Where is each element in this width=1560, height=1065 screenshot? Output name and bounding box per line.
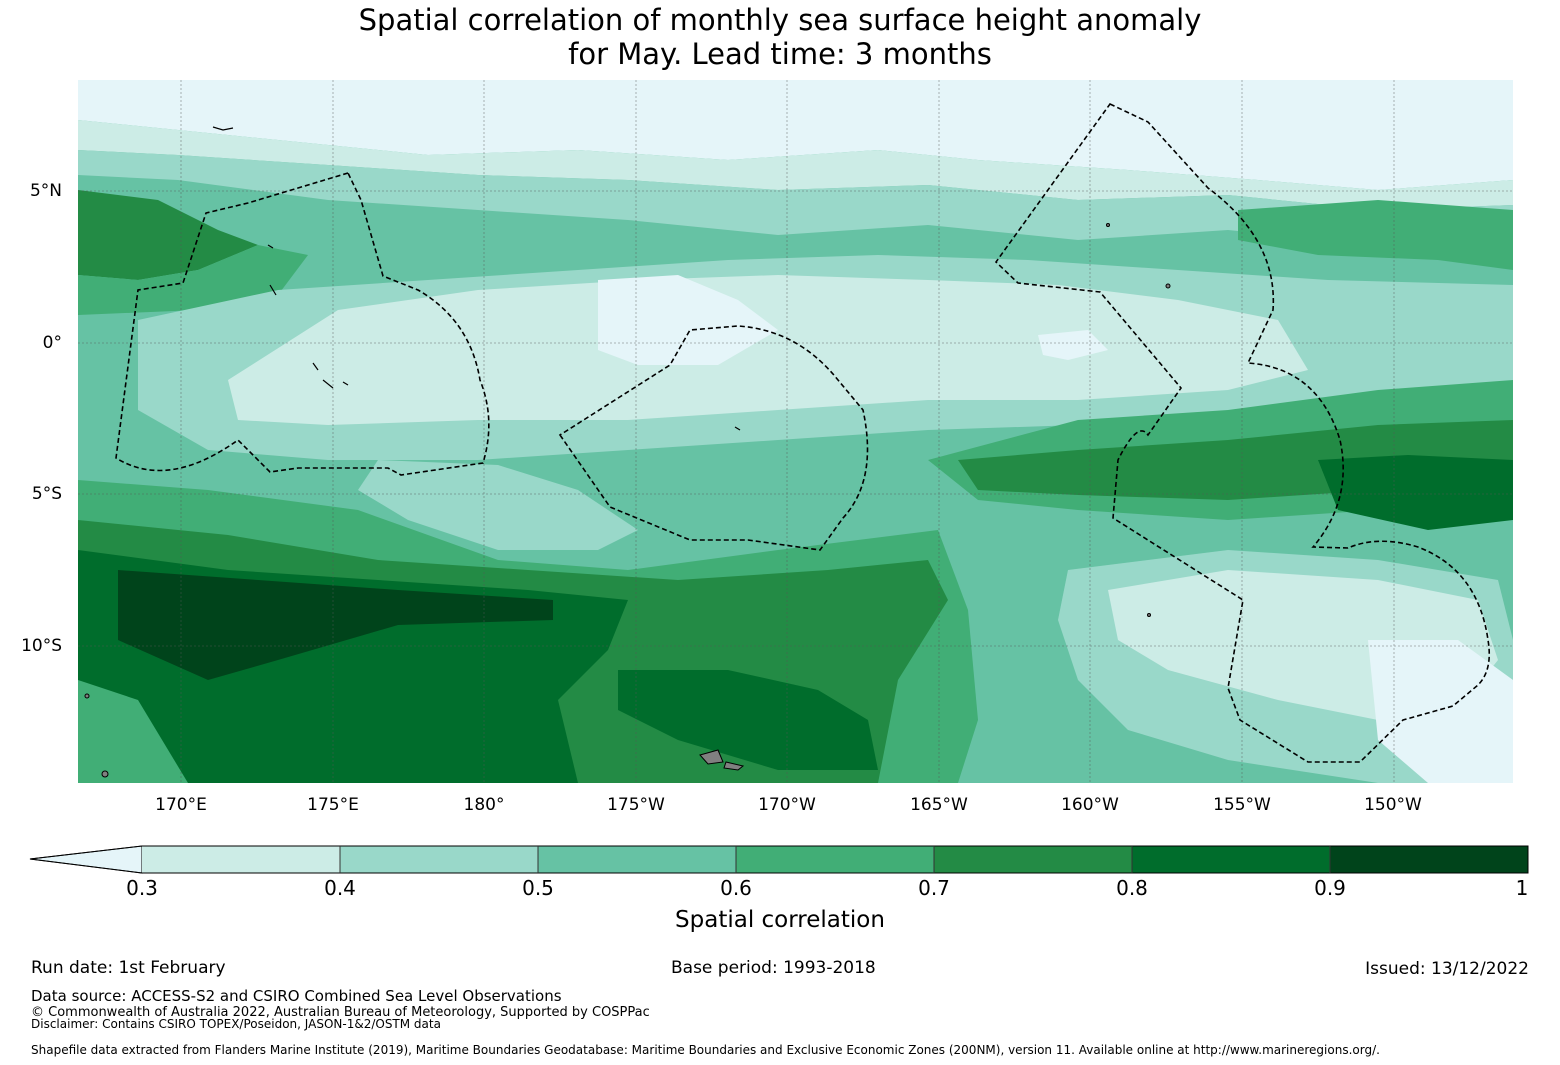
lon-label-155w: 155°W bbox=[1213, 795, 1271, 815]
colorbar-tick-0.4: 0.4 bbox=[324, 876, 356, 900]
islands bbox=[84, 223, 1171, 778]
atoll bbox=[269, 284, 277, 296]
band-east-0.8 bbox=[1318, 455, 1513, 530]
lat-label-5s: 5°S bbox=[31, 484, 62, 504]
lon-label-160w: 160°W bbox=[1061, 795, 1119, 815]
colorbar-extend-triangle bbox=[29, 845, 143, 874]
correlation-map bbox=[78, 80, 1513, 783]
colorbar-tick-0.9: 0.9 bbox=[1314, 876, 1346, 900]
colorbar-tick-0.7: 0.7 bbox=[918, 876, 950, 900]
lon-label-165w: 165°W bbox=[910, 795, 968, 815]
island-dot bbox=[1106, 223, 1110, 227]
colorbar-label: Spatial correlation bbox=[675, 907, 885, 933]
colorbar-tick-0.3: 0.3 bbox=[126, 876, 158, 900]
issued-date: Issued: 13/12/2022 bbox=[1365, 959, 1529, 979]
base-period: Base period: 1993-2018 bbox=[671, 958, 876, 978]
colorbar-tick-0.8: 0.8 bbox=[1116, 876, 1148, 900]
colorbar-segment-0.8-0.9 bbox=[1132, 846, 1330, 873]
band-southeast-light bbox=[1368, 640, 1513, 783]
run-date: Run date: 1st February bbox=[31, 958, 226, 978]
samoa-island bbox=[699, 749, 724, 765]
colorbar-tick-1: 1 bbox=[1515, 876, 1529, 900]
chart-title-line-2: for May. Lead time: 3 months bbox=[568, 37, 992, 71]
colorbar-tick-0.6: 0.6 bbox=[720, 876, 752, 900]
shapefile-credit: Shapefile data extracted from Flanders M… bbox=[31, 1043, 1380, 1057]
patch-northwest-dark bbox=[78, 190, 258, 280]
eez-kiribati-line bbox=[994, 102, 1491, 763]
lon-label-170w: 170°W bbox=[758, 795, 816, 815]
band-equator-0.3 bbox=[228, 275, 1308, 425]
copyright: © Commonwealth of Australia 2022, Austra… bbox=[31, 1005, 650, 1020]
colorbar-segment-0.4-0.5 bbox=[340, 846, 538, 873]
lat-label-0: 0° bbox=[42, 333, 62, 353]
eez-kiribati-gilbert bbox=[115, 172, 490, 476]
atoll bbox=[322, 379, 334, 389]
colorbar-segment-0.5-0.6 bbox=[538, 846, 736, 873]
patch-equator-light bbox=[598, 275, 778, 365]
chart-title-line-1: Spatial correlation of monthly sea surfa… bbox=[358, 3, 1202, 37]
lon-label-175w: 175°W bbox=[607, 795, 665, 815]
colorbar-tick-0.5: 0.5 bbox=[522, 876, 554, 900]
colorbar-segment-0.7-0.8 bbox=[934, 846, 1132, 873]
band-south-0.9 bbox=[118, 570, 553, 680]
atoll bbox=[734, 426, 741, 431]
colorbar-dividers bbox=[339, 846, 1331, 873]
atoll bbox=[212, 126, 234, 131]
island-dot bbox=[84, 693, 90, 699]
patch-northeast bbox=[1238, 200, 1513, 270]
colorbar bbox=[29, 845, 1529, 874]
atoll bbox=[312, 362, 319, 371]
patch-south-0.8-east bbox=[618, 670, 878, 770]
band-north-0.4 bbox=[78, 150, 1513, 250]
island-dot bbox=[1165, 283, 1171, 289]
island-dot bbox=[101, 770, 109, 778]
colorbar-segment-0.9-1 bbox=[1330, 846, 1528, 873]
lon-label-175e: 175°E bbox=[307, 795, 359, 815]
colorbar-segment-0.6-0.7 bbox=[736, 846, 934, 873]
lon-label-170e: 170°E bbox=[155, 795, 207, 815]
island-dot bbox=[1147, 613, 1151, 617]
eez-boundaries bbox=[115, 102, 1491, 763]
lat-label-10s: 10°S bbox=[21, 636, 62, 656]
eez-tokelau-phoenix bbox=[558, 325, 869, 551]
lat-label-5n: 5°N bbox=[29, 181, 62, 201]
atoll bbox=[267, 244, 274, 249]
band-north-0.3 bbox=[78, 120, 1513, 210]
lon-label-180: 180° bbox=[463, 795, 505, 815]
lon-label-150w: 150°W bbox=[1364, 795, 1422, 815]
atolls bbox=[212, 126, 741, 431]
data-source: Data source: ACCESS-S2 and CSIRO Combine… bbox=[31, 987, 562, 1005]
colorbar-segment-0.3-0.4 bbox=[142, 846, 340, 873]
colorbar-outline bbox=[29, 845, 1529, 874]
samoa-island-east bbox=[723, 761, 745, 771]
atoll bbox=[342, 381, 349, 386]
patch-southwest-mid bbox=[78, 680, 188, 783]
band-north-light bbox=[78, 80, 1513, 190]
band-southcentral-0.4 bbox=[358, 460, 638, 550]
disclaimer: Disclaimer: Contains CSIRO TOPEX/Poseido… bbox=[31, 1017, 441, 1031]
patch-equator-light-2 bbox=[1038, 330, 1108, 360]
